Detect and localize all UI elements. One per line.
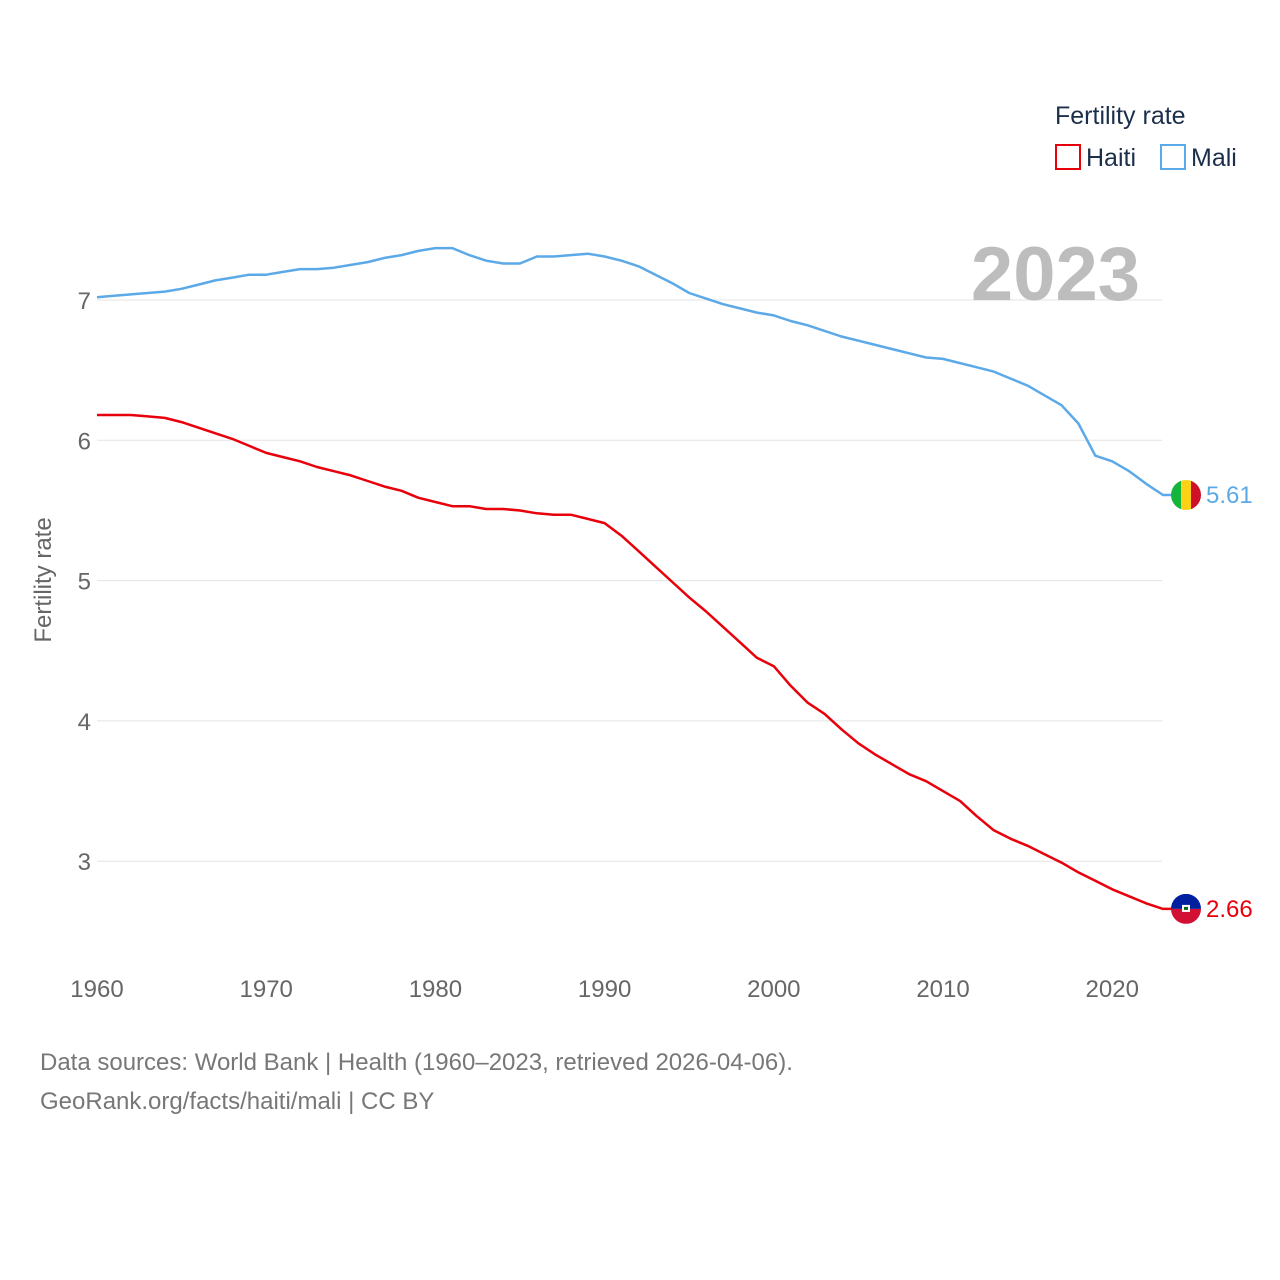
x-tick-2020: 2020 [1086, 976, 1139, 1003]
source-line: Data sources: World Bank | Health (1960–… [40, 1049, 793, 1076]
flag-mali-icon [1171, 480, 1201, 511]
y-axis-ticks: 3 4 5 6 7 [78, 288, 91, 876]
grid [97, 299, 1162, 862]
y-tick-5: 5 [78, 569, 91, 596]
end-value-mali: 5.61 [1206, 482, 1253, 509]
source-attribution: GeoRank.org/facts/haiti/mali | CC BY [40, 1088, 435, 1115]
x-tick-2010: 2010 [916, 976, 969, 1003]
x-tick-1970: 1970 [240, 976, 293, 1003]
year-badge: 2023 [971, 232, 1140, 317]
y-axis-label: Fertility rate [30, 517, 57, 642]
series-lines [96, 246, 1173, 911]
series-line-mali [96, 246, 1173, 497]
y-tick-7: 7 [78, 288, 91, 315]
end-value-haiti: 2.66 [1206, 896, 1253, 923]
legend-swatch-haiti[interactable] [1055, 144, 1081, 170]
y-tick-6: 6 [78, 428, 91, 455]
x-tick-1960: 1960 [70, 976, 123, 1003]
x-tick-1980: 1980 [409, 976, 462, 1003]
y-tick-4: 4 [78, 709, 91, 736]
x-axis-ticks: 1960 1970 1980 1990 2000 2010 2020 [70, 976, 1139, 1003]
series-line-haiti [97, 413, 1173, 911]
source-note: Data sources: World Bank | Health (1960–… [40, 1043, 793, 1121]
series-end-markers: 2.66 5.61 [1171, 480, 1253, 924]
flag-haiti-icon [1171, 893, 1201, 924]
legend-title: Fertility rate [1055, 102, 1186, 130]
legend-swatch-mali[interactable] [1160, 144, 1186, 170]
x-tick-1990: 1990 [578, 976, 631, 1003]
legend-label-mali[interactable]: Mali [1191, 144, 1237, 172]
legend-label-haiti[interactable]: Haiti [1086, 144, 1136, 172]
y-tick-3: 3 [78, 849, 91, 876]
legend: Fertility rate Haiti Mali [1055, 102, 1237, 172]
x-tick-2000: 2000 [747, 976, 800, 1003]
